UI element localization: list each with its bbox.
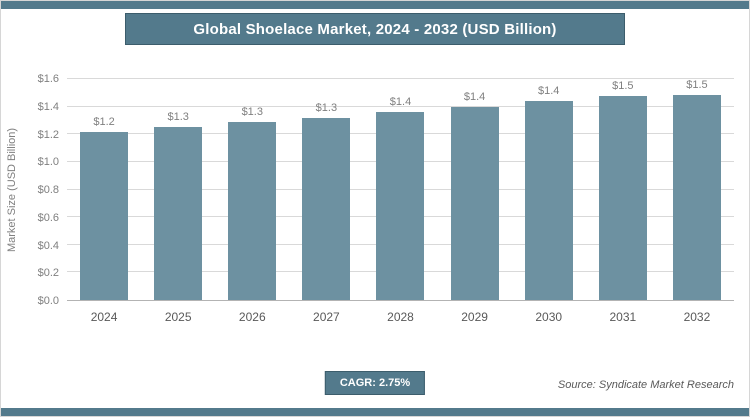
y-tick-label: $0.2 (37, 267, 59, 280)
bar-group: $1.3 (141, 79, 215, 300)
y-tick-label: $0.6 (37, 211, 59, 224)
bar-value-label: $1.4 (389, 96, 412, 109)
bars: $1.2 $1.3 $1.3 $1.3 $1.4 $1.4 $1.4 $1.5 $1.5 (67, 79, 734, 300)
bar-value-label: $1.5 (686, 79, 708, 91)
y-tick-label: $1.4 (37, 100, 59, 113)
x-axis-label: 2028 (387, 310, 414, 324)
bar (598, 95, 647, 300)
top-border-strip (1, 1, 749, 9)
bar (450, 106, 499, 300)
x-axis-label: 2032 (683, 310, 711, 324)
bar (376, 112, 425, 300)
bar-value-label: $1.4 (538, 85, 560, 98)
x-axis-label: 2029 (461, 310, 488, 324)
x-axis-labels: 2024 2025 2026 2027 2028 2029 2030 2031 2032 (67, 310, 749, 324)
bottom-border-strip (1, 408, 749, 416)
y-tick-label: $1.2 (37, 128, 59, 141)
x-axis-label: 2030 (535, 310, 563, 324)
y-axis-ticks: $0.0 $0.2 $0.4 $0.6 $0.8 $1.0 $1.2 $1.4 $1.6 (23, 73, 67, 307)
bar (154, 127, 203, 300)
bar (228, 121, 277, 300)
cagr-badge: CAGR: 2.75% (324, 371, 426, 395)
bar-group: $1.4 (512, 79, 586, 300)
y-tick-label: $0.0 (37, 295, 59, 307)
x-axis-label: 2027 (313, 310, 340, 324)
bar-value-label: $1.4 (463, 90, 486, 103)
bar-group: $1.5 (586, 79, 660, 300)
y-tick-label: $0.4 (37, 239, 59, 252)
footer: CAGR: 2.75% Source: Syndicate Market Res… (1, 371, 749, 399)
bar-group: $1.3 (215, 79, 289, 300)
y-tick-label: $1.6 (37, 73, 59, 85)
bar-value-label: $1.3 (315, 101, 338, 114)
bar-value-label: $1.3 (167, 111, 189, 124)
bar-value-label: $1.2 (93, 115, 115, 128)
chart-area: Market Size (USD Billion) $0.0 $0.2 $0.4 $0… (1, 73, 749, 307)
gridline (67, 78, 734, 79)
bar-group: $1.3 (289, 79, 363, 300)
plot-area: $1.2 $1.3 $1.3 $1.3 $1.4 $1.4 $1.4 $1.5 $1.5 (67, 78, 734, 301)
bar (672, 95, 721, 300)
y-axis-title: Market Size (USD Billion) (1, 79, 23, 301)
chart-title-box: Global Shoelace Market, 2024 - 2032 (USD… (125, 13, 625, 45)
bar-group: $1.2 (67, 79, 141, 300)
bar-group: $1.4 (363, 79, 437, 300)
x-axis-label: 2031 (609, 310, 637, 324)
bar-value-label: $1.3 (241, 105, 263, 118)
source-text: Source: Syndicate Market Research (557, 379, 734, 391)
x-axis-label: 2024 (90, 310, 118, 324)
y-axis-title-text: Market Size (USD Billion) (6, 127, 18, 253)
y-tick-label: $0.8 (37, 184, 59, 196)
gridline (67, 105, 734, 107)
y-tick-label: $1.0 (37, 156, 59, 169)
x-axis-label: 2026 (238, 310, 266, 324)
bar-group: $1.5 (660, 79, 734, 300)
bar (80, 131, 129, 300)
bar-value-label: $1.5 (612, 79, 634, 92)
bar-group: $1.4 (438, 79, 512, 300)
x-axis-label: 2025 (164, 310, 192, 324)
bar (524, 101, 573, 300)
chart-title: Global Shoelace Market, 2024 - 2032 (USD… (193, 20, 557, 38)
bar (302, 117, 351, 300)
